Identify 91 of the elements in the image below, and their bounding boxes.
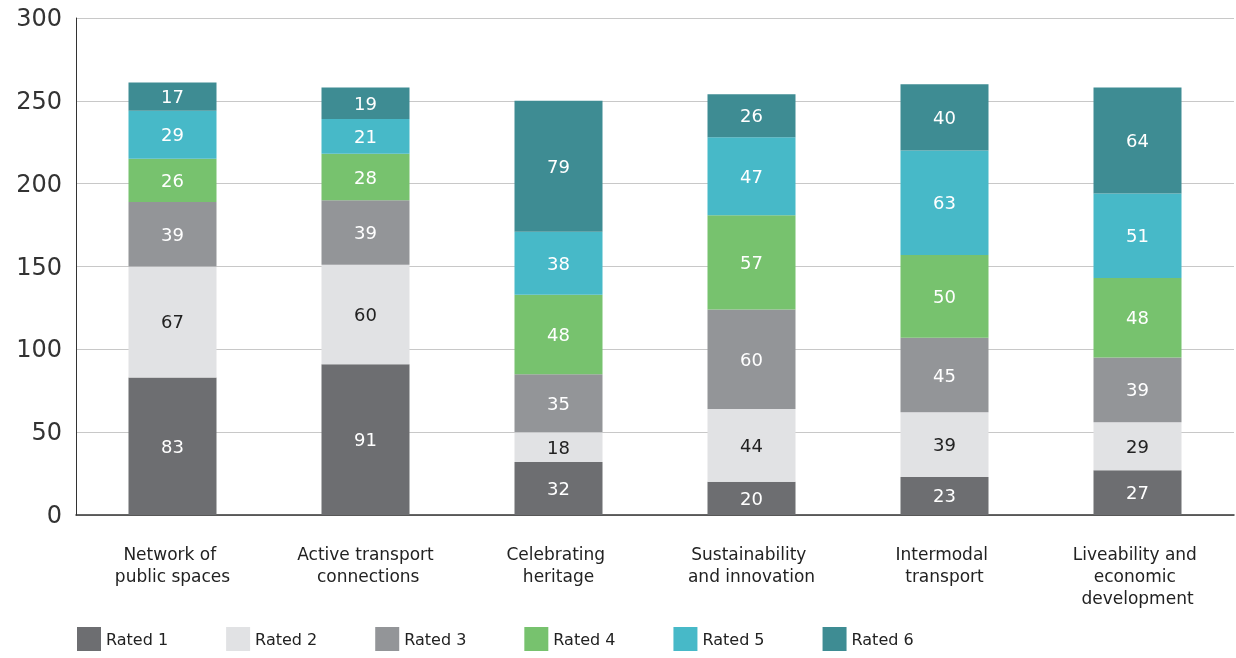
bar bbox=[1093, 87, 1182, 194]
data-label: 23 bbox=[933, 485, 956, 507]
y-tick-label: 250 bbox=[16, 86, 62, 115]
data-label: 18 bbox=[547, 436, 570, 458]
bar bbox=[514, 432, 603, 462]
legend-label: Rated 6 bbox=[851, 629, 914, 649]
bar bbox=[707, 94, 796, 138]
bar bbox=[321, 264, 410, 365]
data-label: 60 bbox=[354, 304, 377, 326]
bar bbox=[1093, 422, 1182, 471]
data-label: 39 bbox=[933, 434, 956, 456]
x-tick-label: Active transport connections bbox=[297, 544, 435, 586]
bar bbox=[514, 461, 603, 515]
data-label: 47 bbox=[740, 165, 763, 187]
data-label: 51 bbox=[1126, 225, 1149, 247]
y-tick-label: 50 bbox=[31, 418, 62, 447]
y-tick-label: 150 bbox=[16, 252, 62, 281]
data-label: 39 bbox=[354, 222, 377, 244]
y-tick-label: 100 bbox=[16, 335, 62, 364]
data-label: 79 bbox=[547, 155, 570, 177]
bar bbox=[707, 309, 796, 409]
bar bbox=[707, 137, 796, 216]
data-label: 28 bbox=[354, 166, 377, 188]
data-label: 26 bbox=[161, 169, 184, 191]
bar bbox=[128, 158, 217, 202]
bar bbox=[707, 408, 796, 482]
data-label: 45 bbox=[933, 364, 956, 386]
y-tick-label: 200 bbox=[16, 169, 62, 198]
bar bbox=[128, 110, 217, 159]
bar bbox=[514, 231, 603, 295]
bar bbox=[321, 119, 410, 154]
bar bbox=[900, 476, 989, 515]
data-label: 35 bbox=[547, 392, 570, 414]
y-tick-label: 300 bbox=[16, 4, 62, 32]
bar bbox=[514, 100, 603, 232]
bar bbox=[321, 87, 410, 120]
data-label: 27 bbox=[1126, 482, 1149, 504]
bar bbox=[707, 481, 796, 515]
bar bbox=[128, 266, 217, 378]
legend-label: Rated 3 bbox=[404, 629, 467, 649]
data-label: 50 bbox=[933, 285, 956, 307]
bar bbox=[900, 412, 989, 477]
data-label: 19 bbox=[354, 92, 377, 114]
bar bbox=[514, 294, 603, 375]
data-label: 48 bbox=[1126, 307, 1149, 329]
bar bbox=[900, 254, 989, 338]
bar bbox=[321, 364, 410, 515]
bar bbox=[128, 377, 217, 515]
bar bbox=[900, 337, 989, 413]
bar bbox=[128, 201, 217, 267]
x-tick-label: Liveability and economic development bbox=[1072, 544, 1203, 608]
legend-label: Rated 1 bbox=[106, 629, 169, 649]
x-tick-label: Celebrating heritage bbox=[506, 544, 611, 586]
bar bbox=[1093, 470, 1182, 515]
data-label: 29 bbox=[1126, 435, 1149, 457]
bar bbox=[1093, 193, 1182, 279]
data-label: 67 bbox=[161, 311, 184, 333]
data-label: 57 bbox=[740, 251, 763, 273]
data-label: 20 bbox=[740, 487, 763, 509]
legend-label: Rated 4 bbox=[553, 629, 616, 649]
data-label: 83 bbox=[161, 435, 184, 457]
data-label: 26 bbox=[740, 105, 763, 127]
data-label: 38 bbox=[547, 252, 570, 274]
bar bbox=[900, 150, 989, 255]
data-label: 63 bbox=[933, 192, 956, 214]
bar bbox=[1093, 357, 1182, 423]
data-label: 44 bbox=[740, 434, 763, 456]
bar bbox=[321, 200, 410, 265]
bar bbox=[707, 215, 796, 310]
legend-label: Rated 5 bbox=[702, 629, 765, 649]
data-label: 21 bbox=[354, 125, 377, 147]
x-tick-label: Network of public spaces bbox=[114, 544, 231, 586]
data-label: 39 bbox=[1126, 379, 1149, 401]
data-label: 64 bbox=[1126, 130, 1149, 152]
data-label: 17 bbox=[161, 86, 184, 108]
bar bbox=[1093, 278, 1182, 358]
data-label: 32 bbox=[547, 477, 570, 499]
data-label: 60 bbox=[740, 348, 763, 370]
bar bbox=[321, 153, 410, 201]
data-label: 48 bbox=[547, 323, 570, 345]
bar bbox=[514, 374, 603, 433]
bar bbox=[900, 84, 989, 151]
data-label: 91 bbox=[354, 429, 377, 451]
bar bbox=[128, 82, 217, 111]
x-tick-label: Intermodal transport bbox=[895, 544, 994, 586]
data-label: 39 bbox=[161, 223, 184, 245]
x-tick-label: Sustainability and innovation bbox=[687, 544, 816, 586]
data-label: 40 bbox=[933, 106, 956, 128]
data-label: 29 bbox=[161, 124, 184, 146]
legend-label: Rated 2 bbox=[255, 629, 318, 649]
y-tick-label: 0 bbox=[46, 501, 62, 529]
